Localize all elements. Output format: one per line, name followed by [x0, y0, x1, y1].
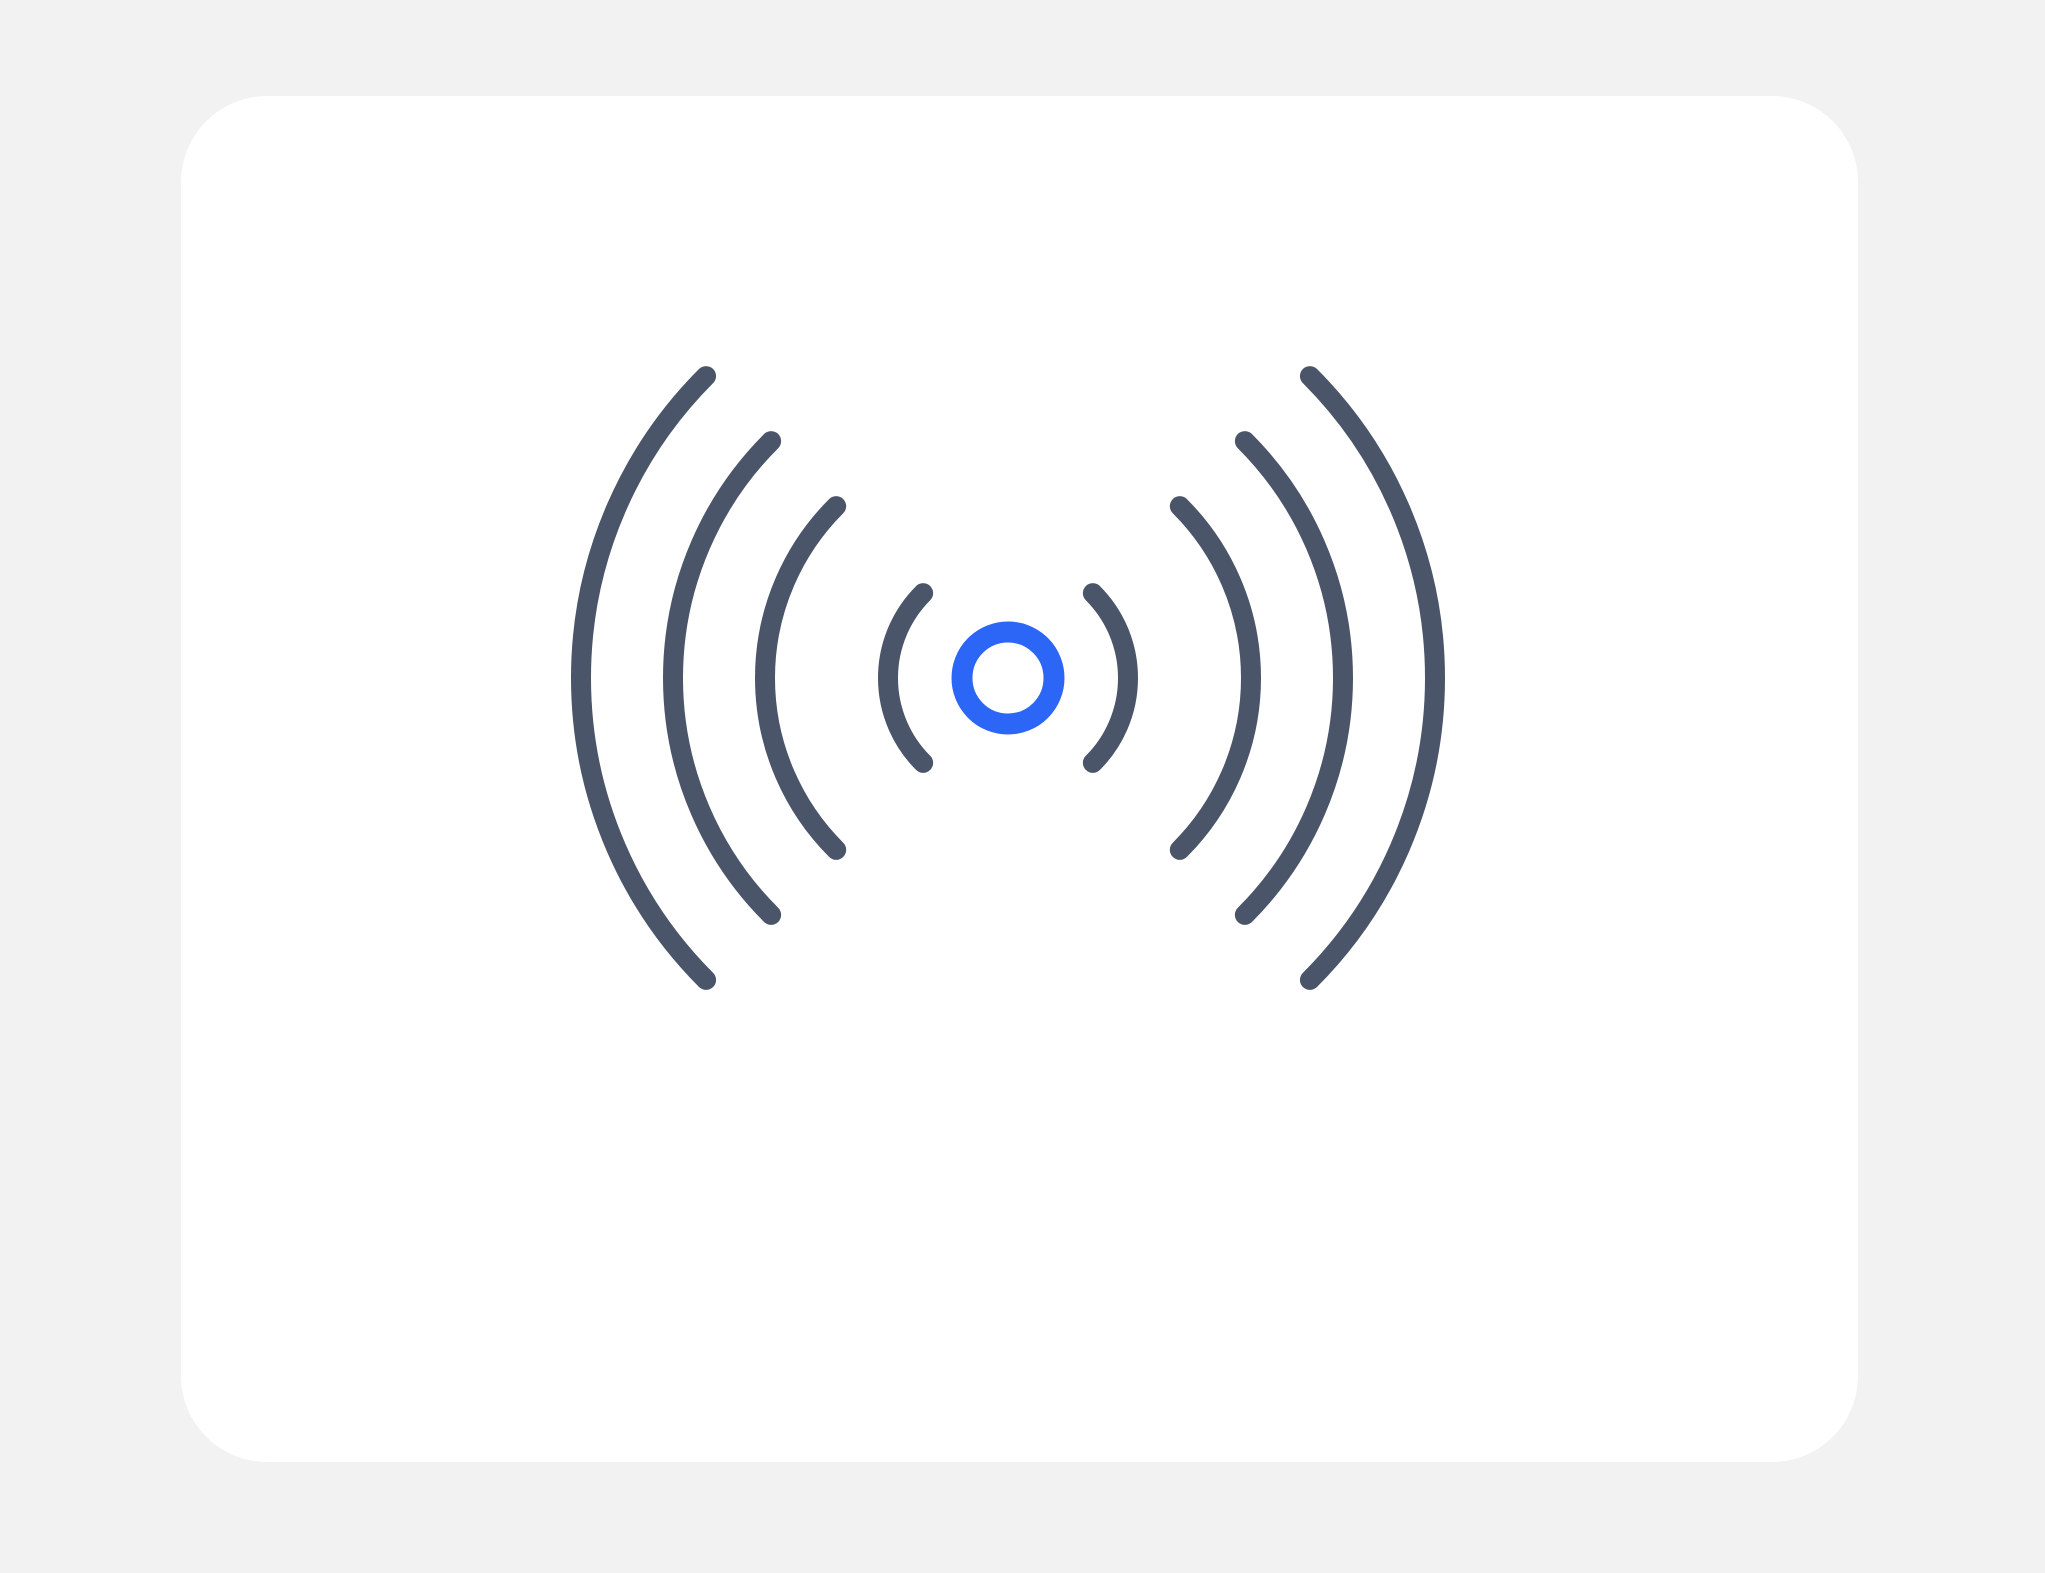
- icon-card: [181, 96, 1858, 1462]
- left-wave-arc-third: [663, 431, 782, 925]
- right-wave-arc-second: [1169, 496, 1261, 860]
- right-wave-arc-inner: [1082, 583, 1138, 773]
- right-wave-arc-third: [1234, 431, 1353, 925]
- left-wave-arc-inner: [878, 583, 934, 773]
- right-wave-arc-outer: [1299, 366, 1445, 990]
- signal-source-ring: [951, 621, 1065, 735]
- signal-wave-arcs: [571, 366, 1445, 990]
- left-wave-arc-second: [755, 496, 847, 860]
- left-wave-arc-outer: [571, 366, 717, 990]
